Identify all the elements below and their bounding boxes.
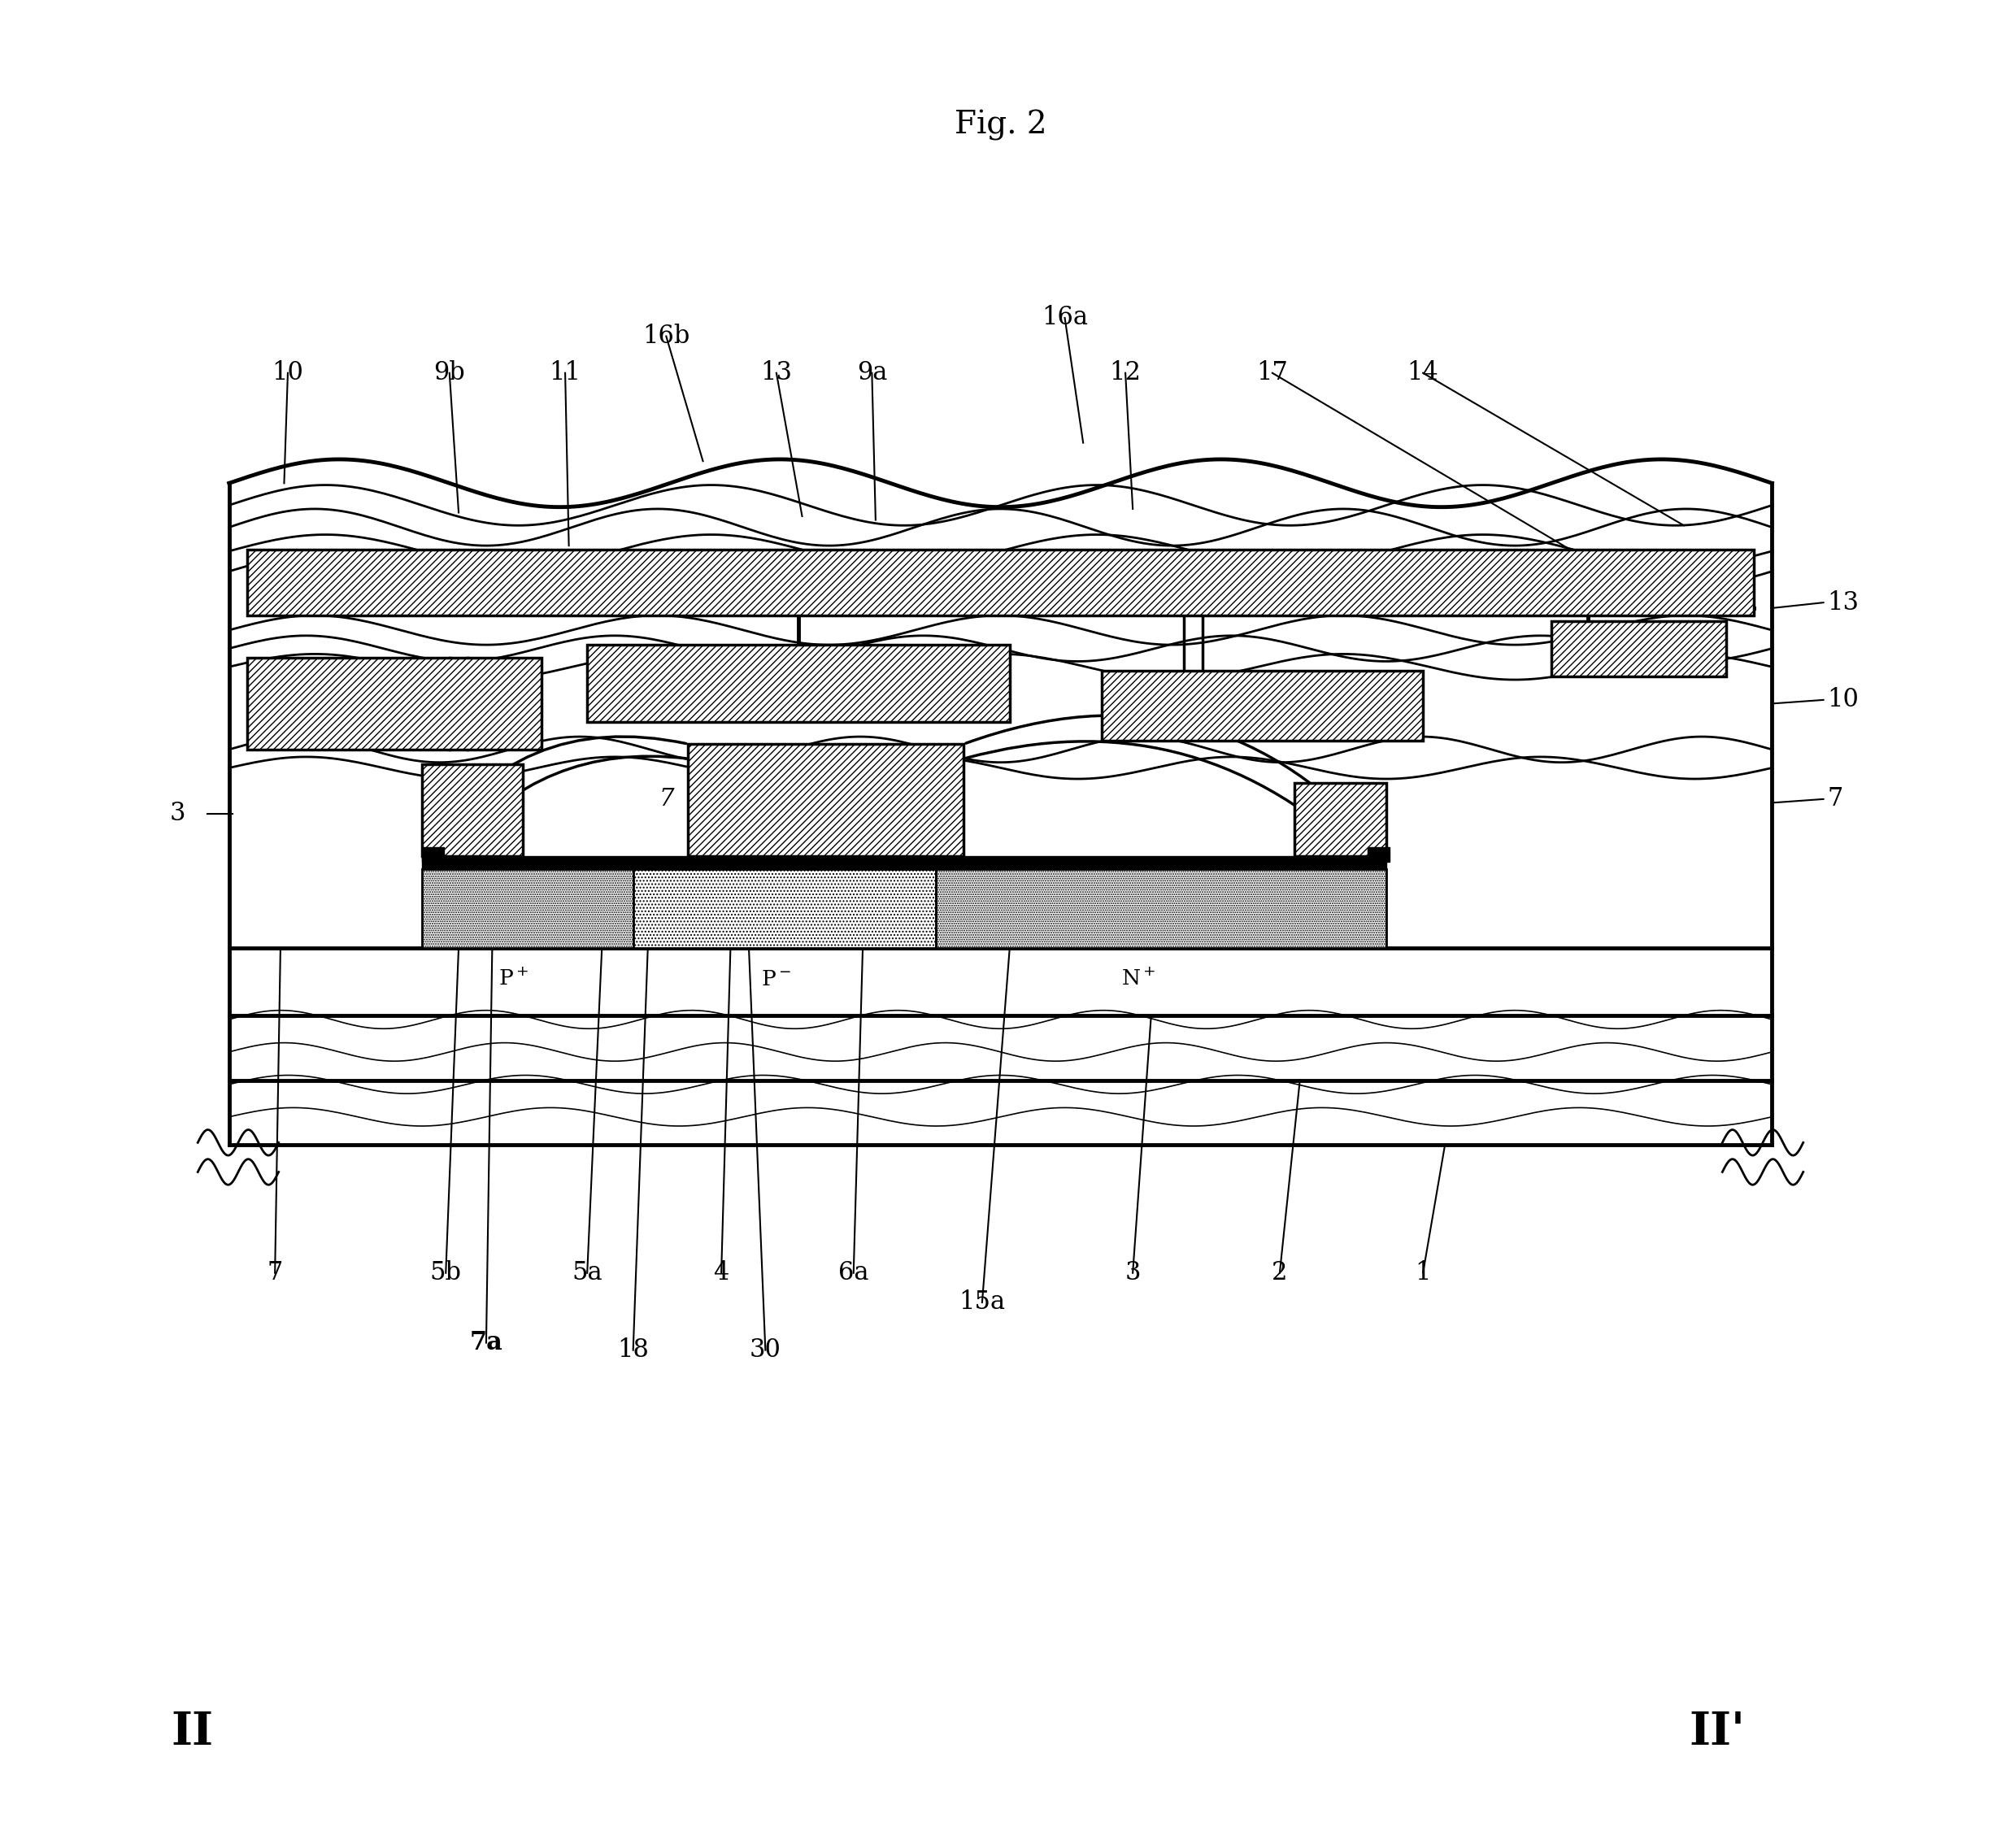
Bar <box>688 745 964 856</box>
Bar <box>1101 671 1423 741</box>
Text: P$^+$: P$^+$ <box>498 968 528 991</box>
Text: 7: 7 <box>266 1260 282 1286</box>
Text: 15a: 15a <box>958 1290 1005 1316</box>
Text: 5a: 5a <box>572 1260 602 1286</box>
Text: 11: 11 <box>550 360 580 386</box>
Bar <box>936 869 1387 948</box>
Bar <box>1369 846 1391 861</box>
Text: II': II' <box>1689 1709 1745 1754</box>
Bar <box>586 645 1011 723</box>
Text: Fig. 2: Fig. 2 <box>954 109 1047 140</box>
Text: 16a: 16a <box>1043 305 1089 331</box>
Text: 6a: 6a <box>838 1260 868 1286</box>
Text: 10: 10 <box>1827 687 1859 713</box>
Text: P$^-$: P$^-$ <box>760 968 792 989</box>
Bar <box>1551 621 1727 676</box>
Text: 14: 14 <box>1407 360 1439 386</box>
Bar <box>1295 782 1387 856</box>
Text: 13: 13 <box>1827 590 1859 615</box>
Text: 3: 3 <box>1125 1260 1141 1286</box>
Text: 9a: 9a <box>856 360 886 386</box>
Text: 10: 10 <box>272 360 304 386</box>
Text: 13: 13 <box>760 360 792 386</box>
Bar <box>248 549 1753 615</box>
Text: 3: 3 <box>170 802 186 826</box>
Text: 17: 17 <box>1257 360 1289 386</box>
Text: 1: 1 <box>1415 1260 1431 1286</box>
Bar <box>422 765 522 856</box>
Text: 9b: 9b <box>434 360 464 386</box>
Bar <box>632 869 936 948</box>
Text: 18: 18 <box>618 1338 648 1362</box>
Text: II: II <box>172 1709 214 1754</box>
Text: 16b: 16b <box>642 323 690 349</box>
Bar <box>422 869 632 948</box>
Text: 7: 7 <box>1827 787 1843 811</box>
Bar <box>248 658 542 750</box>
Bar <box>422 856 1387 869</box>
Text: 5b: 5b <box>430 1260 462 1286</box>
Text: 12: 12 <box>1109 360 1141 386</box>
Text: 4: 4 <box>714 1260 728 1286</box>
Text: 2: 2 <box>1273 1260 1287 1286</box>
Text: 7: 7 <box>658 787 674 811</box>
Text: N$^+$: N$^+$ <box>1121 968 1155 991</box>
Text: 30: 30 <box>750 1338 780 1362</box>
Text: 7a: 7a <box>470 1331 502 1355</box>
Bar <box>422 846 444 861</box>
